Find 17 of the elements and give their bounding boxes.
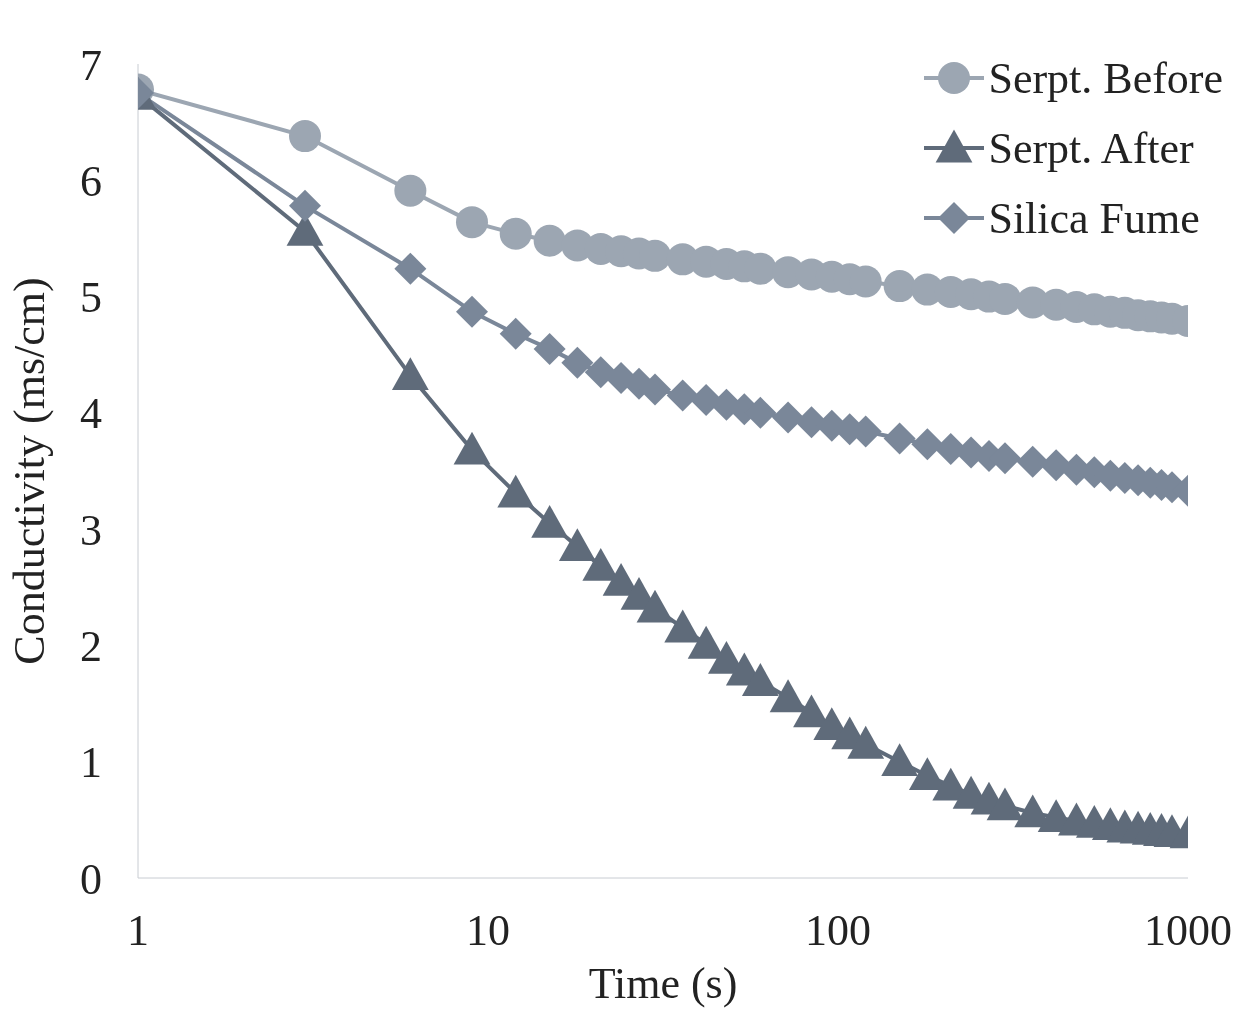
y-tick-label: 4 (80, 389, 102, 439)
legend-label: Serpt. Before (988, 52, 1223, 104)
y-tick-label: 7 (80, 40, 102, 90)
x-tick-label: 1 (127, 906, 149, 956)
legend-label: Serpt. After (988, 122, 1194, 174)
y-tick-label: 6 (80, 156, 102, 206)
x-axis-title: Time (s) (588, 959, 738, 1008)
y-tick-label: 2 (80, 622, 102, 672)
x-tick-label: 100 (805, 906, 871, 956)
x-tick-label: 10 (466, 906, 510, 956)
y-tick-label: 1 (80, 738, 102, 788)
x-tick-label: 1000 (1144, 906, 1232, 956)
y-axis-title: Conductivity (ms/cm) (4, 277, 54, 665)
y-tick-label: 0 (80, 854, 102, 904)
y-tick-label: 5 (80, 273, 102, 323)
y-tick-label: 3 (80, 505, 102, 555)
legend-label: Silica Fume (988, 192, 1200, 244)
